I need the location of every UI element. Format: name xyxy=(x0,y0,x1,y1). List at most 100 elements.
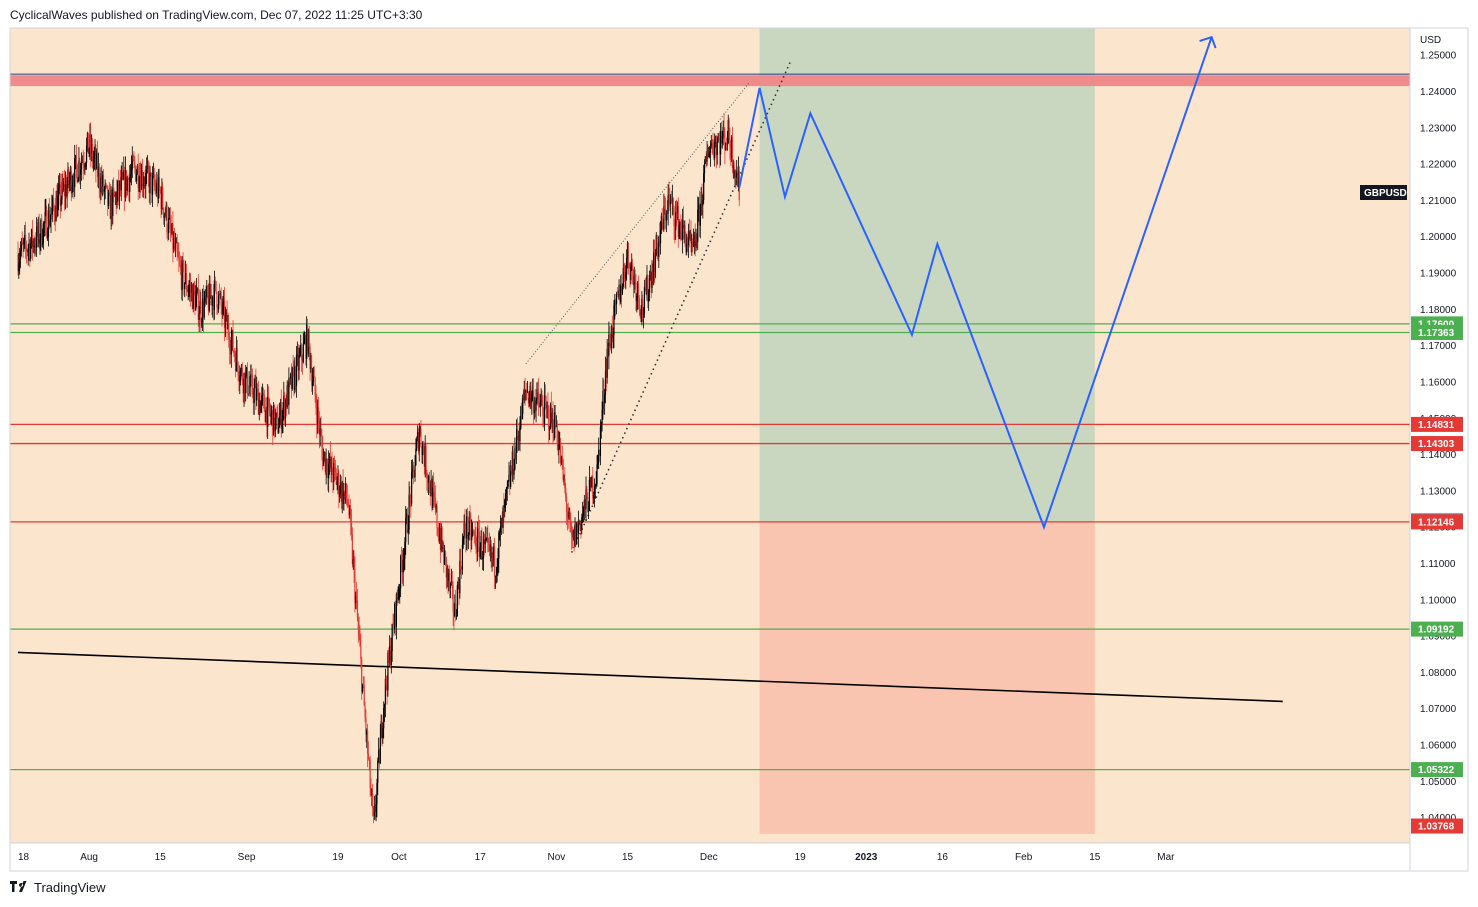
candle-body xyxy=(182,260,184,264)
candle-body xyxy=(238,375,240,382)
candle-body xyxy=(408,494,410,530)
candle-body xyxy=(308,329,310,347)
candle-body xyxy=(703,163,706,174)
candle-body xyxy=(124,170,126,198)
candle-body xyxy=(401,563,403,573)
candle-body xyxy=(273,404,275,436)
candle-body xyxy=(244,373,246,394)
candle-body xyxy=(600,424,602,427)
candle-body xyxy=(549,428,551,431)
candle-body xyxy=(235,348,238,372)
candle-body xyxy=(183,263,185,289)
y-tick-label: 1.13000 xyxy=(1420,486,1457,497)
candle-body xyxy=(692,242,695,248)
candle-body xyxy=(683,224,685,229)
candle-body xyxy=(363,685,365,706)
candle-body xyxy=(664,209,667,221)
candle-body xyxy=(46,209,48,238)
candle-body xyxy=(174,242,177,249)
candle-body xyxy=(199,301,201,314)
y-tick-label: 1.06000 xyxy=(1420,740,1457,751)
candle-body xyxy=(118,181,121,197)
candle-body xyxy=(579,521,581,525)
candle-body xyxy=(56,197,58,217)
candle-body xyxy=(567,516,569,519)
candle-body xyxy=(52,197,54,209)
candle-body xyxy=(41,219,43,245)
candle-body xyxy=(477,528,480,532)
candle-body xyxy=(493,546,496,577)
x-tick-label: Nov xyxy=(547,852,565,863)
candle-body xyxy=(482,557,484,559)
candle-body xyxy=(356,600,359,619)
candle-body xyxy=(151,175,154,195)
candle-body xyxy=(509,474,511,487)
candle-body xyxy=(549,404,552,429)
candle-body xyxy=(359,637,361,646)
candle-body xyxy=(130,169,133,175)
candle-body xyxy=(25,235,27,246)
candle-body xyxy=(699,204,701,226)
candle-body xyxy=(617,293,619,298)
candle-body xyxy=(390,651,392,665)
candle-body xyxy=(386,685,388,691)
candle-body xyxy=(571,535,574,538)
candle-body xyxy=(234,352,236,357)
candle-body xyxy=(89,134,91,149)
candle-body xyxy=(554,412,556,439)
candle-body xyxy=(495,574,497,577)
candle-body xyxy=(514,448,516,470)
candle-body xyxy=(246,367,249,395)
candle-body xyxy=(197,288,199,320)
candle-body xyxy=(365,717,367,735)
candle-body xyxy=(43,223,45,224)
candle-body xyxy=(692,242,694,248)
candle-body xyxy=(135,174,138,181)
candle-body xyxy=(722,126,724,137)
candle-body xyxy=(432,486,434,509)
candle-body xyxy=(149,172,151,194)
candle-body xyxy=(42,223,44,243)
candle-body xyxy=(526,389,528,394)
candle-body xyxy=(157,183,159,199)
candle-body xyxy=(98,166,100,187)
axis-tag-label: 1.17600 xyxy=(1418,319,1455,330)
candle-body xyxy=(85,145,88,163)
candle-body xyxy=(107,186,109,206)
candle-body xyxy=(610,326,613,349)
candle-body xyxy=(688,231,690,239)
candle-body xyxy=(383,707,385,729)
y-tick-label: 1.23000 xyxy=(1420,123,1457,134)
candle-body xyxy=(631,264,633,266)
candle-body xyxy=(316,407,318,426)
candle-body xyxy=(380,721,382,738)
candle-body xyxy=(642,298,644,315)
candle-body xyxy=(473,532,475,533)
tradingview-footer[interactable]: TradingView xyxy=(10,880,106,895)
candle-body xyxy=(725,142,728,145)
candle-body xyxy=(285,400,287,408)
candle-body xyxy=(339,481,342,494)
candle-body xyxy=(564,478,566,488)
candle-body xyxy=(530,385,532,403)
candle-body xyxy=(594,485,596,487)
candle-body xyxy=(695,241,697,247)
candle-body xyxy=(267,396,270,399)
candle-body xyxy=(598,449,601,457)
candle-body xyxy=(395,593,397,627)
candle-body xyxy=(350,521,353,535)
candle-body xyxy=(441,528,443,549)
axis-tag-label: 1.12146 xyxy=(1418,517,1455,528)
candle-body xyxy=(292,367,294,368)
candle-body xyxy=(615,300,617,305)
candle-body xyxy=(200,301,202,322)
candle-body xyxy=(351,534,353,565)
candle-body xyxy=(506,486,508,488)
candle-body xyxy=(69,170,72,181)
candle-body xyxy=(449,583,452,588)
candle-body xyxy=(620,285,622,302)
candle-body xyxy=(580,521,582,531)
candle-body xyxy=(180,268,182,291)
candle-body xyxy=(328,455,331,465)
